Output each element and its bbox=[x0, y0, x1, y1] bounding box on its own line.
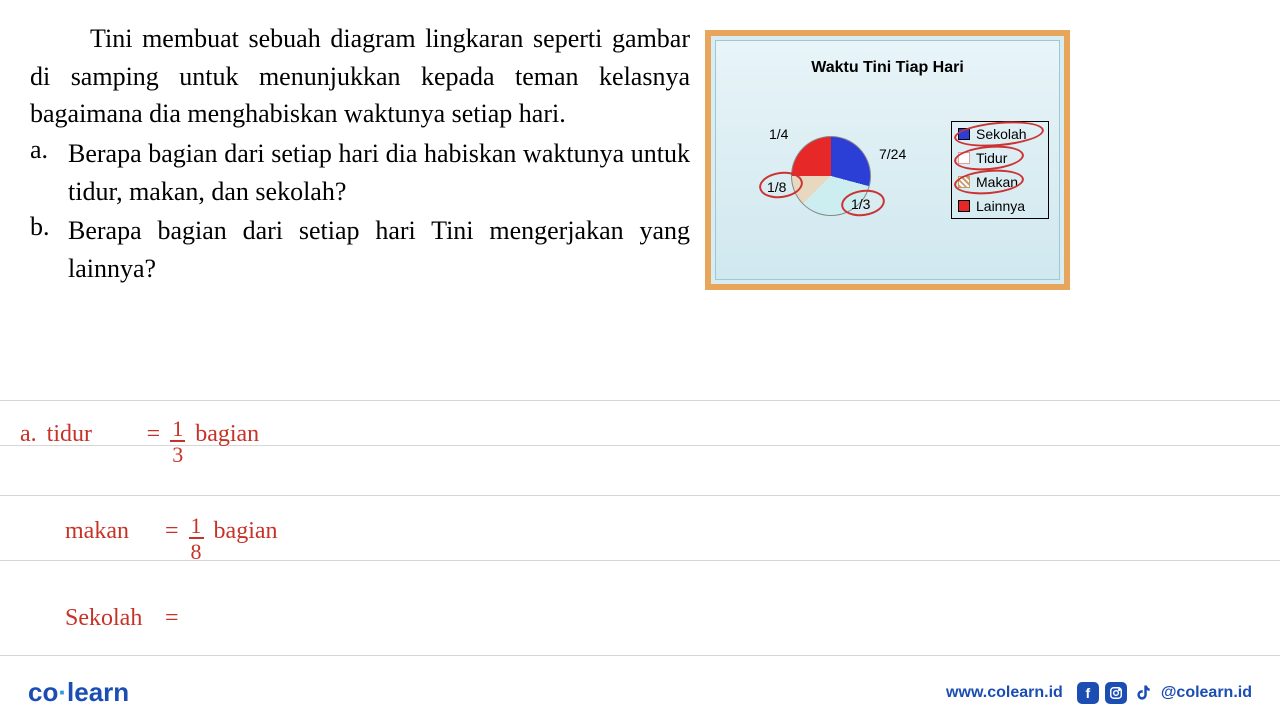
hw-denominator: 8 bbox=[191, 539, 202, 563]
footer-url: www.colearn.id bbox=[946, 684, 1063, 702]
marker-a: a. bbox=[30, 135, 68, 210]
brand-logo: co·learn bbox=[28, 677, 129, 708]
hw-numerator: 1 bbox=[170, 418, 185, 442]
legend-row: Lainnya bbox=[952, 194, 1048, 218]
pie-chart-inner: Waktu Tini Tiap Hari 1/4 7/24 1/3 1/8 Se… bbox=[715, 40, 1060, 280]
pie-chart-box: Waktu Tini Tiap Hari 1/4 7/24 1/3 1/8 Se… bbox=[705, 30, 1070, 290]
footer: co·learn www.colearn.id f @colearn.id bbox=[0, 677, 1280, 708]
rule-line bbox=[0, 655, 1280, 656]
legend-row: Makan bbox=[952, 170, 1048, 194]
legend-label: Lainnya bbox=[976, 198, 1025, 214]
handwritten-line: makan=18bagian bbox=[65, 507, 278, 555]
rule-line bbox=[0, 495, 1280, 496]
facebook-icon: f bbox=[1077, 682, 1099, 704]
legend-swatch bbox=[958, 176, 970, 188]
hw-suffix: bagian bbox=[195, 421, 259, 448]
hw-label: tidur bbox=[47, 421, 137, 448]
instagram-icon bbox=[1105, 682, 1127, 704]
handwritten-line: a.tidur=13bagian bbox=[20, 410, 259, 458]
legend-row: Tidur bbox=[952, 146, 1048, 170]
hw-denominator: 3 bbox=[172, 442, 183, 466]
pie-wrap: 1/4 7/24 1/3 1/8 bbox=[791, 136, 871, 216]
legend-label: Sekolah bbox=[976, 126, 1027, 142]
legend-swatch bbox=[958, 128, 970, 140]
footer-right: www.colearn.id f @colearn.id bbox=[946, 682, 1252, 704]
problem-intro: Tini membuat sebuah diagram lingkaran se… bbox=[30, 20, 690, 133]
logo-co: co bbox=[28, 677, 58, 707]
legend-row: Sekolah bbox=[952, 122, 1048, 146]
legend-label: Makan bbox=[976, 174, 1018, 190]
logo-dot: · bbox=[58, 677, 67, 707]
chart-title: Waktu Tini Tiap Hari bbox=[716, 41, 1059, 77]
legend-label: Tidur bbox=[976, 150, 1007, 166]
rule-line bbox=[0, 400, 1280, 401]
hw-numerator: 1 bbox=[189, 515, 204, 539]
footer-handle: @colearn.id bbox=[1161, 684, 1252, 702]
pie-label-14: 1/4 bbox=[769, 126, 788, 142]
social-icons: f @colearn.id bbox=[1077, 682, 1252, 704]
problem-item-b: b. Berapa bagian dari setiap hari Tini m… bbox=[30, 212, 690, 287]
text-a: Berapa bagian dari setiap hari dia habis… bbox=[68, 135, 690, 210]
hw-prefix: a. bbox=[20, 421, 37, 448]
logo-learn: learn bbox=[67, 677, 129, 707]
hw-fraction: 13 bbox=[170, 418, 185, 466]
problem-text-block: Tini membuat sebuah diagram lingkaran se… bbox=[30, 20, 690, 288]
tiktok-icon bbox=[1133, 682, 1155, 704]
problem-item-a: a. Berapa bagian dari setiap hari dia ha… bbox=[30, 135, 690, 210]
marker-b: b. bbox=[30, 212, 68, 287]
hw-equals: = bbox=[165, 518, 179, 545]
hw-equals: = bbox=[165, 605, 179, 632]
pie-label-724: 7/24 bbox=[879, 146, 906, 162]
legend-swatch bbox=[958, 152, 970, 164]
hw-label: makan bbox=[65, 518, 155, 545]
hw-fraction: 18 bbox=[189, 515, 204, 563]
hw-equals: = bbox=[147, 421, 161, 448]
legend-swatch bbox=[958, 200, 970, 212]
hw-suffix: bagian bbox=[214, 518, 278, 545]
legend: Sekolah Tidur Makan Lainnya bbox=[951, 121, 1049, 219]
hw-label: Sekolah bbox=[65, 605, 155, 632]
handwritten-line: Sekolah = bbox=[65, 605, 179, 632]
text-b: Berapa bagian dari setiap hari Tini meng… bbox=[68, 212, 690, 287]
